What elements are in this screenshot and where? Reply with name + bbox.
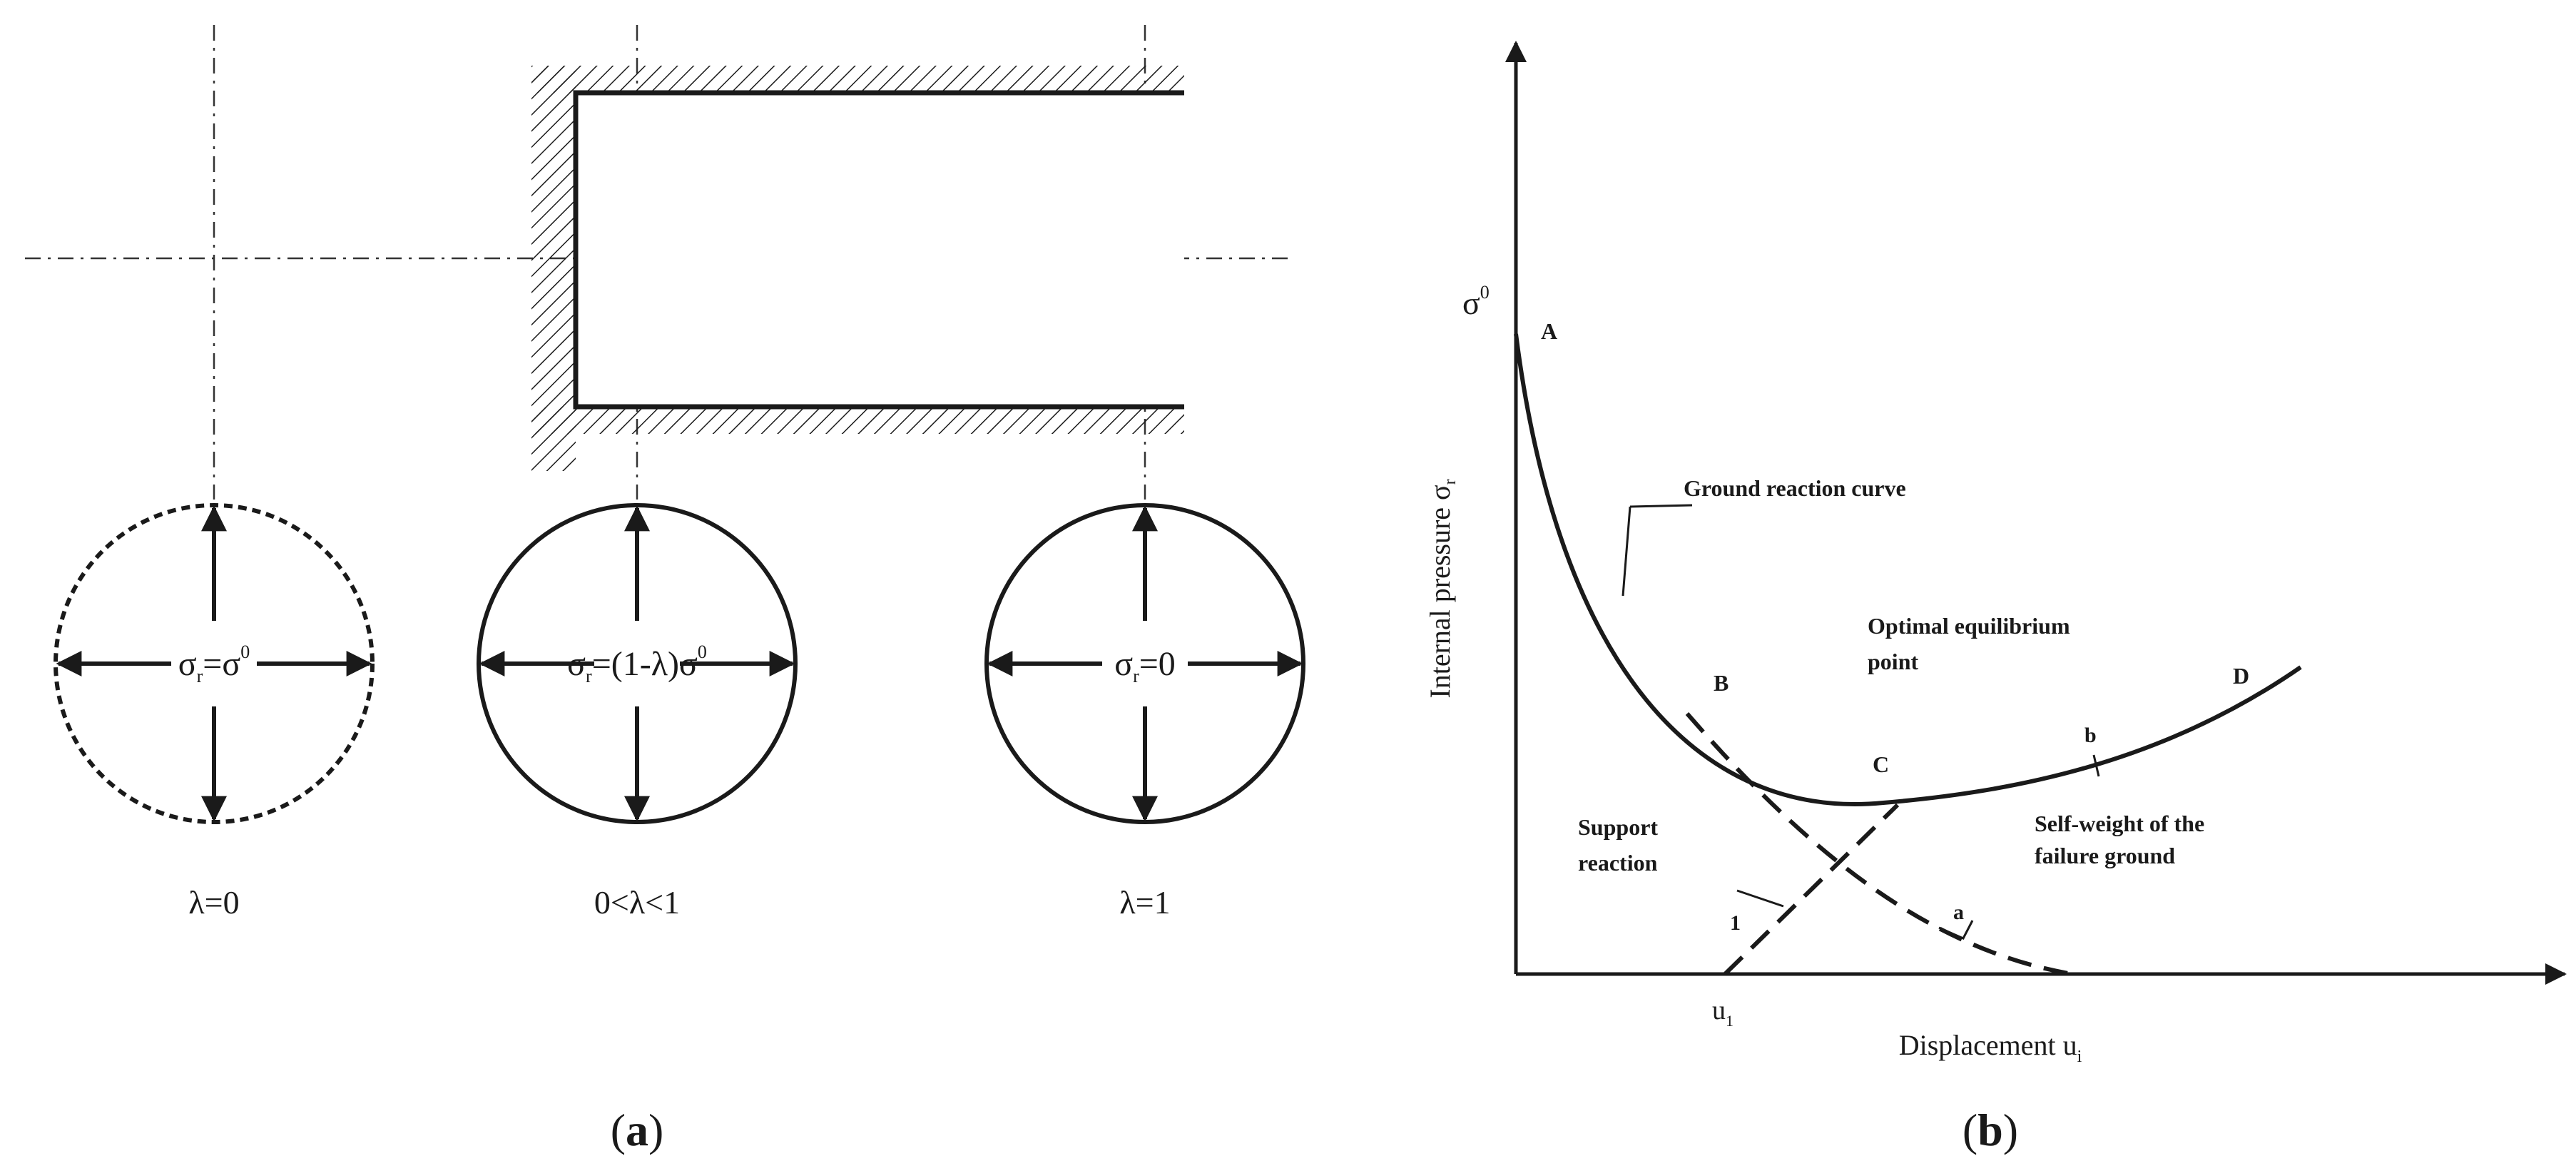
caption-b-letter: b bbox=[1977, 1105, 2003, 1155]
formula-sup: 0 bbox=[698, 642, 707, 662]
formula-sigma: σ bbox=[178, 645, 197, 683]
y-axis-label-text: Internal pressure σ bbox=[1424, 485, 1456, 698]
leader-ground-reaction bbox=[1629, 504, 1693, 508]
stress-state-circles: σr=σ0 σr=(1-λ)σ0 σr=0 bbox=[54, 503, 1305, 824]
formula-relation: =(1-λ)σ bbox=[592, 645, 698, 683]
text-layer: λ=0 0<λ<1 λ=1 (a) σ0 Internal pressure σ… bbox=[188, 282, 2249, 1155]
formula-relation: =σ bbox=[203, 645, 240, 683]
x-tick-label-sub: 1 bbox=[1726, 1012, 1734, 1030]
formula-sigma: σ bbox=[567, 645, 586, 683]
label-curve-1: 1 bbox=[1730, 911, 1741, 935]
label-curve-a: a bbox=[1953, 901, 1964, 924]
stress-formula-1: σr=σ0 bbox=[178, 642, 250, 686]
annotation-support: Support reaction bbox=[1578, 814, 1658, 876]
ground-reaction-curve bbox=[1514, 333, 2302, 806]
formula-sub: r bbox=[197, 666, 203, 686]
state-circle-group-2: σr=(1-λ)σ0 bbox=[477, 503, 798, 824]
x-tick-label-text: u bbox=[1712, 995, 1726, 1025]
y-axis-label: Internal pressure σr bbox=[1424, 479, 1460, 698]
tunnel-section bbox=[531, 66, 1184, 471]
annotation-support-line1: Support bbox=[1578, 814, 1658, 840]
stress-formula-2: σr=(1-λ)σ0 bbox=[567, 642, 707, 686]
point-C: C bbox=[1873, 751, 1889, 777]
point-D: D bbox=[2233, 663, 2249, 689]
caption-a: (a) bbox=[611, 1105, 664, 1155]
annotation-self-weight: Self-weight of the failure ground bbox=[2035, 811, 2204, 868]
formula-sub: r bbox=[586, 666, 592, 686]
lambda-label-3: λ=1 bbox=[1119, 884, 1170, 921]
sigma-zero-symbol: σ bbox=[1462, 285, 1480, 321]
formula-sigma: σ bbox=[1114, 645, 1133, 683]
sigma-zero-label: σ0 bbox=[1462, 282, 1490, 321]
caption-a-letter: a bbox=[626, 1105, 648, 1155]
x-axis-label-sub: i bbox=[2077, 1048, 2082, 1066]
tunnel-boundary-circle-1 bbox=[54, 503, 375, 824]
formula-sup: 0 bbox=[240, 642, 250, 662]
panel-b bbox=[1505, 41, 2567, 985]
leader-lines bbox=[1622, 504, 2100, 940]
tunnel-boundary-circle-2 bbox=[477, 503, 798, 824]
tunnel-opening bbox=[576, 93, 1184, 407]
label-curve-b: b bbox=[2084, 724, 2097, 747]
annotation-optimal-line1: Optimal equilibrium bbox=[1868, 613, 2070, 639]
annotation-self-weight-line2: failure ground bbox=[2035, 843, 2175, 868]
point-A: A bbox=[1541, 318, 1557, 344]
caption-b: (b) bbox=[1962, 1105, 2018, 1155]
formula-sub: r bbox=[1133, 666, 1139, 686]
stress-formula-3: σr=0 bbox=[1114, 645, 1176, 686]
lambda-label-1: λ=0 bbox=[188, 884, 239, 921]
state-circle-group-1: σr=σ0 bbox=[54, 503, 375, 824]
leader-ground-reaction-slant bbox=[1622, 506, 1631, 597]
annotation-optimal: Optimal equilibrium point bbox=[1868, 613, 2070, 674]
y-axis-label-sub: r bbox=[1441, 479, 1460, 485]
annotation-optimal-line2: point bbox=[1868, 649, 1918, 674]
x-axis-label: Displacement ui bbox=[1899, 1029, 2082, 1066]
point-B: B bbox=[1714, 670, 1729, 696]
hatch-top bbox=[531, 66, 1184, 93]
x-tick-label: u1 bbox=[1712, 995, 1734, 1030]
support-reaction-curve-a bbox=[1685, 712, 2073, 976]
x-axis-label-text: Displacement u bbox=[1899, 1029, 2077, 1061]
tunnel-boundary-circle-3 bbox=[984, 503, 1305, 824]
tick-b bbox=[2092, 754, 2100, 777]
hatch-left bbox=[531, 66, 576, 471]
sigma-zero-sup: 0 bbox=[1480, 282, 1490, 303]
support-reaction-line-1 bbox=[1723, 803, 1900, 976]
annotation-ground-reaction: Ground reaction curve bbox=[1684, 475, 1906, 501]
state-circle-group-3: σr=0 bbox=[984, 503, 1305, 824]
axes bbox=[1505, 41, 2567, 985]
panel-a: σr=σ0 σr=(1-λ)σ0 σr=0 bbox=[25, 25, 1305, 824]
annotation-self-weight-line1: Self-weight of the bbox=[2035, 811, 2204, 836]
tunnel-lining bbox=[573, 90, 1184, 410]
formula-relation: =0 bbox=[1139, 645, 1176, 683]
annotation-support-line2: reaction bbox=[1578, 850, 1658, 876]
hatch-bottom bbox=[531, 407, 1184, 434]
leader-support-reaction bbox=[1736, 889, 1784, 908]
lambda-label-2: 0<λ<1 bbox=[594, 884, 680, 921]
tick-a bbox=[1938, 920, 1974, 940]
